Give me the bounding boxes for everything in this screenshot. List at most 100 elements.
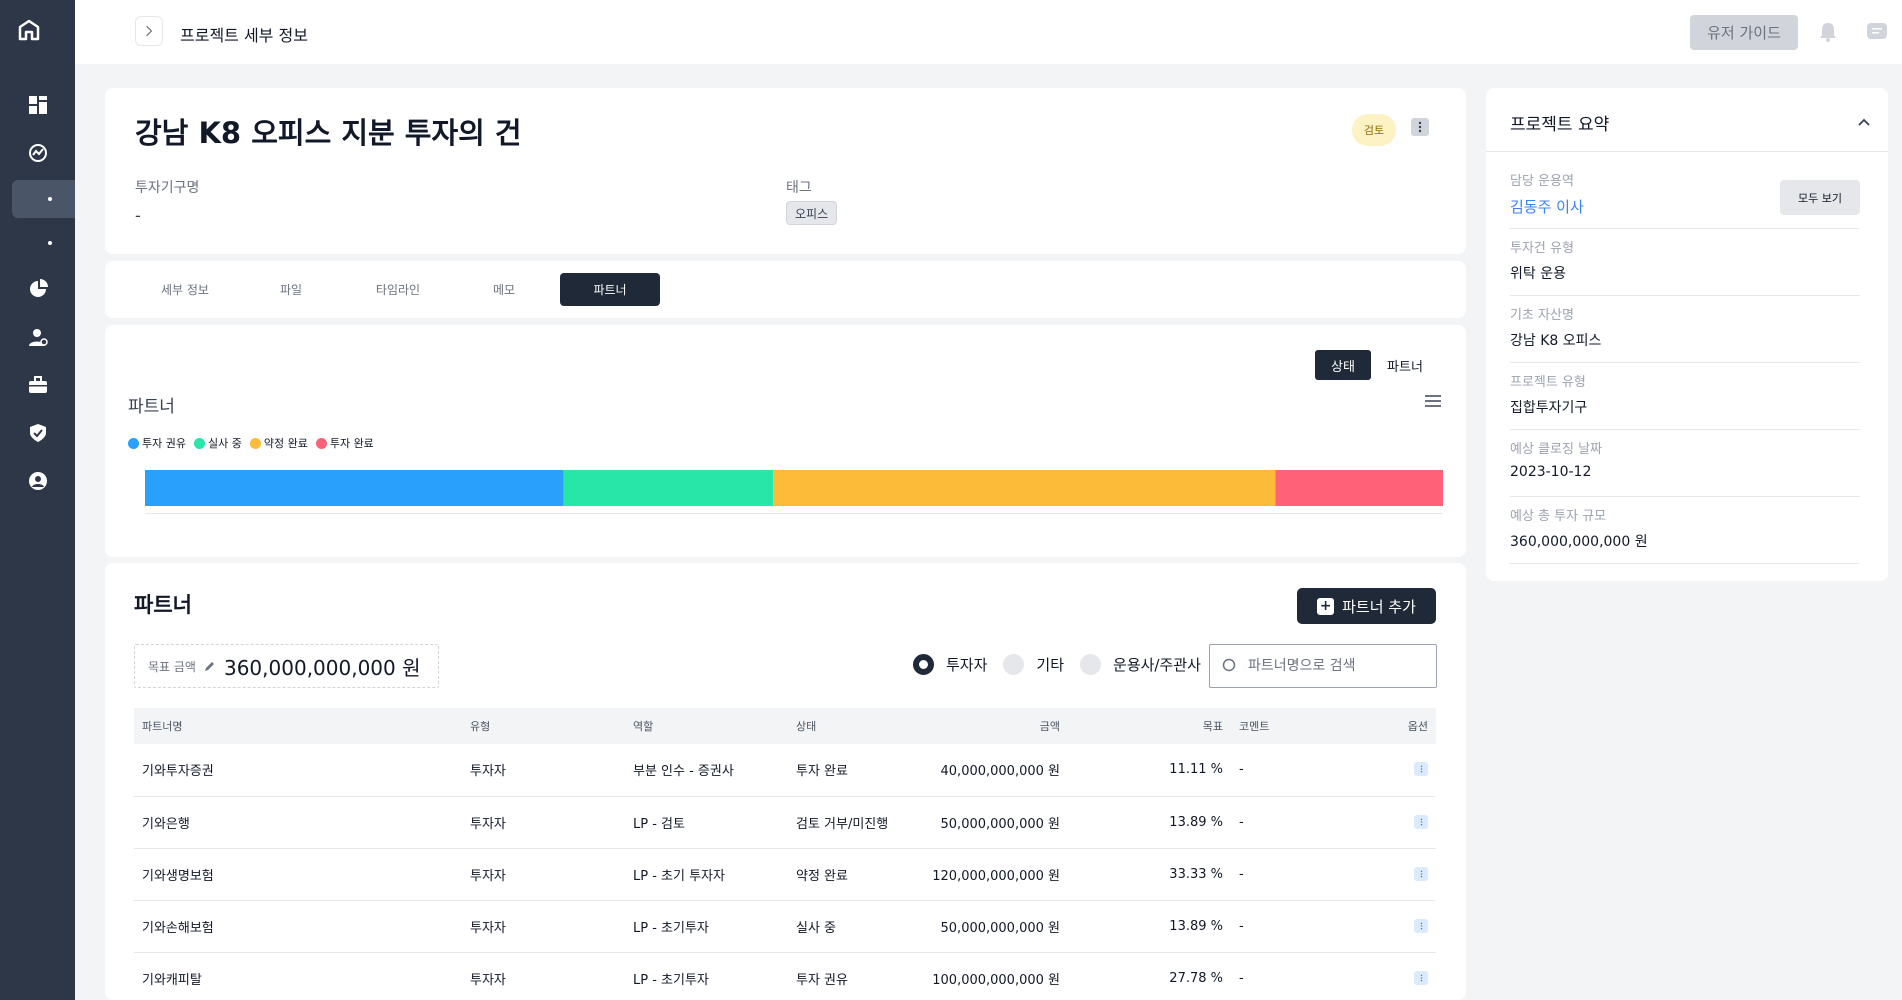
bell-icon[interactable] — [1816, 20, 1840, 44]
chevron-up-icon[interactable] — [1858, 118, 1870, 126]
sidebar-item-active-bg — [12, 180, 75, 218]
summary-value: 360,000,000,000 원 — [1510, 534, 1648, 550]
bar-segment-투자 완료[interactable] — [1275, 470, 1443, 506]
stacked-bar-area — [145, 470, 1443, 514]
cell-status: 약정 완료 — [788, 848, 908, 901]
more-options-button[interactable] — [1411, 118, 1429, 136]
subitem-icon[interactable] — [48, 241, 52, 245]
hamburger-icon[interactable] — [1425, 395, 1441, 407]
user-guide-button[interactable]: 유저 가이드 — [1690, 15, 1798, 50]
table-row[interactable]: 기와캐피탈 투자자 LP - 초기투자 투자 권유 100,000,000,00… — [134, 952, 1436, 1000]
cell-role: LP - 검토 — [625, 796, 788, 849]
user-add-icon[interactable] — [26, 325, 50, 349]
summary-label: 프로젝트 유형 — [1510, 375, 1586, 390]
chart-legend: 투자 권유 실사 중 약정 완료 투자 완료 — [128, 435, 374, 451]
legend-item[interactable]: 약정 완료 — [249, 435, 308, 451]
pencil-icon[interactable] — [204, 660, 216, 672]
col-target[interactable]: 목표 — [1202, 720, 1223, 733]
tab-files[interactable]: 파일 — [279, 283, 303, 297]
pie-icon[interactable] — [26, 277, 50, 301]
add-partner-button[interactable]: + 파트너 추가 — [1297, 588, 1436, 624]
radio-investor[interactable] — [913, 654, 934, 675]
legend-swatch — [249, 437, 261, 449]
tab-timeline[interactable]: 타임라인 — [375, 283, 421, 297]
logo-icon[interactable] — [17, 18, 41, 42]
dashboard-icon[interactable] — [26, 93, 50, 117]
message-icon[interactable] — [1865, 20, 1889, 44]
bar-segment-약정 완료[interactable] — [773, 470, 1276, 506]
cell-options — [1351, 952, 1436, 1000]
table-row[interactable]: 기와은행 투자자 LP - 검토 검토 거부/미진행 50,000,000,00… — [134, 796, 1436, 849]
col-amount[interactable]: 금액 — [1039, 720, 1060, 733]
row-options-icon[interactable] — [1414, 762, 1428, 777]
sidebar-toggle-button[interactable] — [135, 16, 163, 46]
legend-label: 약정 완료 — [263, 437, 308, 450]
col-status[interactable]: 상태 — [796, 720, 817, 733]
chart-icon[interactable] — [26, 141, 50, 165]
col-name[interactable]: 파트너명 — [142, 720, 183, 733]
bar-segment-투자 권유[interactable] — [145, 470, 564, 506]
tab-partners[interactable]: 파트너 — [560, 273, 660, 306]
summary-label: 투자건 유형 — [1510, 241, 1574, 256]
sidebar — [0, 0, 75, 1000]
cell-target: 27.78 % — [1068, 952, 1231, 1000]
briefcase-icon[interactable] — [26, 373, 50, 397]
radio-other[interactable] — [1003, 654, 1025, 675]
chart-toggle-partner[interactable]: 파트너 — [1387, 359, 1423, 375]
cell-comment: - — [1231, 848, 1351, 901]
cell-role: LP - 초기투자 — [625, 900, 788, 953]
row-options-icon[interactable] — [1414, 918, 1428, 933]
summary-title: 프로젝트 요약 — [1510, 115, 1610, 135]
cell-comment: - — [1231, 900, 1351, 953]
kebab-icon — [1418, 121, 1422, 133]
search-input[interactable] — [1248, 658, 1428, 674]
summary-item: 담당 운용역 김동주 이사 — [1510, 162, 1860, 229]
plus-icon: + — [1317, 597, 1335, 615]
table-row[interactable]: 기와생명보험 투자자 LP - 초기 투자자 약정 완료 120,000,000… — [134, 848, 1436, 901]
legend-item[interactable]: 실사 중 — [193, 435, 242, 451]
legend-item[interactable]: 투자 완료 — [315, 435, 374, 451]
page-title: 프로젝트 세부 정보 — [180, 26, 308, 45]
radio-manager-label: 운용사/주관사 — [1113, 656, 1201, 674]
tab-memo[interactable]: 메모 — [492, 283, 516, 297]
col-type[interactable]: 유형 — [470, 720, 491, 733]
cell-role: 부분 인수 - 증권사 — [625, 744, 788, 797]
fund-name-label: 투자기구명 — [135, 180, 200, 196]
radio-investor-label: 투자자 — [946, 656, 988, 674]
cell-target: 13.89 % — [1068, 900, 1231, 953]
row-options-icon[interactable] — [1414, 814, 1428, 829]
cell-amount: 100,000,000,000 원 — [908, 952, 1068, 1000]
manager-link[interactable]: 김동주 이사 — [1510, 198, 1584, 216]
row-options-icon[interactable] — [1414, 970, 1428, 985]
cell-amount: 50,000,000,000 원 — [908, 796, 1068, 849]
cell-options — [1351, 744, 1436, 797]
tag-label: 태그 — [786, 180, 812, 196]
account-icon[interactable] — [26, 469, 50, 493]
cell-role: LP - 초기 투자자 — [625, 848, 788, 901]
view-all-button[interactable]: 모두 보기 — [1780, 180, 1860, 215]
col-comment[interactable]: 코멘트 — [1239, 720, 1270, 733]
table-row[interactable]: 기와손해보험 투자자 LP - 초기투자 실사 중 50,000,000,000… — [134, 900, 1436, 953]
add-partner-label: 파트너 추가 — [1342, 597, 1416, 616]
chart-toggle-status[interactable]: 상태 — [1315, 350, 1371, 380]
shield-icon[interactable] — [26, 421, 50, 445]
project-icon[interactable] — [48, 197, 52, 201]
col-role[interactable]: 역할 — [633, 720, 654, 733]
cell-comment: - — [1231, 796, 1351, 849]
cell-type: 투자자 — [462, 848, 625, 901]
chart-title: 파트너 — [128, 397, 175, 417]
cell-comment: - — [1231, 952, 1351, 1000]
tab-details[interactable]: 세부 정보 — [161, 283, 209, 297]
legend-label: 투자 권유 — [142, 437, 186, 450]
row-options-icon[interactable] — [1414, 866, 1428, 881]
summary-label: 기초 자산명 — [1510, 308, 1574, 323]
legend-item[interactable]: 투자 권유 — [128, 435, 186, 451]
bar-segment-실사 중[interactable] — [563, 470, 774, 506]
tag-chip[interactable]: 오피스 — [786, 201, 838, 225]
tabs-card: 세부 정보 파일 타임라인 메모 파트너 — [105, 261, 1466, 318]
radio-manager[interactable] — [1080, 654, 1102, 675]
summary-label: 예상 클로징 날짜 — [1510, 442, 1602, 457]
legend-swatch — [193, 437, 205, 449]
table-row[interactable]: 기와투자증권 투자자 부분 인수 - 증권사 투자 완료 40,000,000,… — [134, 744, 1436, 797]
cell-target: 13.89 % — [1068, 796, 1231, 849]
